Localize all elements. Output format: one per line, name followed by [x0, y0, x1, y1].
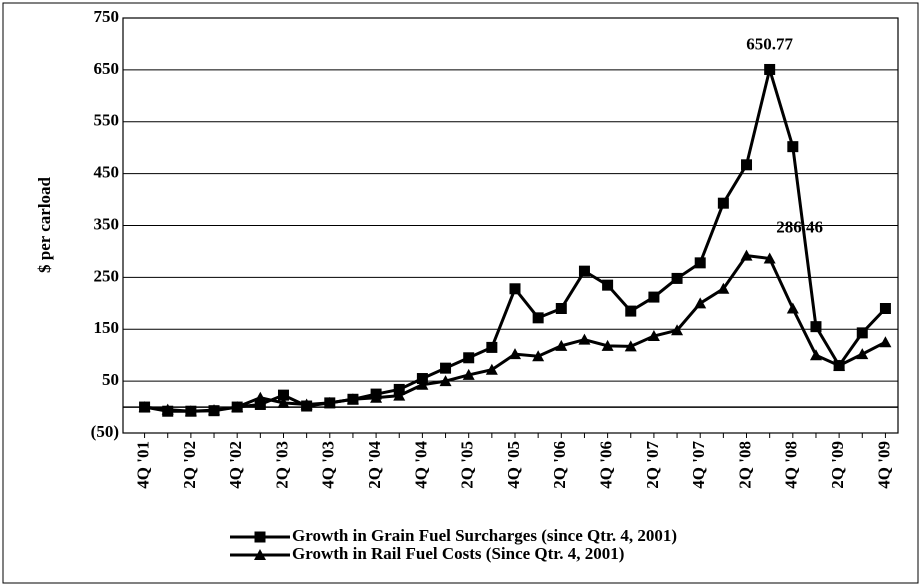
square-marker	[787, 141, 799, 153]
square-marker	[277, 389, 289, 401]
square-marker	[555, 303, 567, 314]
square-marker	[764, 63, 776, 75]
x-tick-label: 2Q '06	[550, 441, 569, 489]
square-marker	[810, 321, 822, 333]
square-marker	[509, 283, 521, 295]
square-marker	[393, 383, 405, 395]
x-tick-label: 4Q '09	[874, 441, 893, 489]
data-label: 286.46	[776, 217, 823, 236]
x-tick-label: 2Q '03	[272, 441, 291, 489]
triangle-marker	[161, 403, 174, 415]
triangle-marker	[138, 401, 151, 413]
triangle-marker	[208, 404, 221, 416]
triangle-marker	[647, 329, 660, 341]
triangle-marker	[833, 359, 846, 371]
triangle-marker	[254, 549, 266, 560]
square-marker	[694, 257, 706, 269]
square-marker	[416, 373, 428, 385]
triangle-marker	[532, 350, 545, 362]
series-line	[144, 63, 887, 413]
square-marker	[463, 352, 475, 364]
x-tick-label: 2Q '07	[643, 441, 662, 489]
triangle-marker	[231, 401, 244, 413]
x-tick-label: 4Q '01	[133, 441, 152, 489]
triangle-marker	[323, 396, 336, 408]
triangle-marker	[809, 349, 822, 361]
triangle-marker	[624, 340, 637, 352]
y-tick-label: (50)	[91, 422, 119, 441]
triangle-marker	[671, 324, 684, 336]
y-tick-label: 350	[94, 214, 120, 233]
square-marker	[254, 398, 266, 410]
triangle-marker	[393, 389, 406, 401]
square-marker	[602, 279, 614, 291]
y-tick-label: 150	[94, 318, 120, 337]
triangle-marker	[346, 393, 359, 405]
triangle-marker	[856, 348, 869, 360]
triangle-marker	[485, 363, 498, 375]
x-tick-label: 4Q '03	[319, 441, 338, 489]
y-tick-label: 250	[94, 266, 120, 285]
triangle-marker	[439, 375, 452, 387]
square-marker	[717, 197, 729, 209]
triangle-marker	[416, 378, 429, 390]
x-tick-label: 2Q '05	[458, 441, 477, 489]
triangle-marker	[763, 252, 776, 264]
triangle-marker	[254, 391, 267, 403]
y-tick-label: 650	[94, 59, 120, 78]
x-tick-label: 4Q '08	[782, 441, 801, 489]
square-marker	[648, 291, 660, 303]
x-tick-label: 4Q '06	[597, 441, 616, 489]
series-line	[144, 253, 887, 413]
x-tick-label: 2Q '04	[365, 441, 384, 489]
square-marker	[856, 327, 868, 339]
square-marker	[440, 362, 452, 374]
triangle-marker	[462, 368, 475, 380]
data-label: 650.77	[746, 34, 793, 53]
triangle-marker	[184, 405, 197, 417]
triangle-marker	[694, 297, 707, 309]
triangle-marker	[601, 339, 614, 351]
x-tick-label: 4Q '07	[689, 441, 708, 489]
triangle-marker	[555, 339, 568, 351]
square-marker	[671, 272, 683, 284]
y-tick-label: 450	[94, 163, 120, 182]
triangle-marker	[879, 336, 892, 348]
x-tick-label: 4Q '02	[226, 441, 245, 489]
triangle-marker	[509, 348, 521, 360]
legend-label: Growth in Rail Fuel Costs (Since Qtr. 4,…	[292, 544, 624, 563]
x-tick-label: 2Q '02	[180, 441, 199, 489]
x-tick-label: 2Q '09	[828, 441, 847, 489]
square-marker	[879, 303, 891, 314]
triangle-marker	[300, 398, 313, 410]
y-axis-label: $ per carload	[35, 176, 54, 273]
x-tick-label: 2Q '08	[735, 441, 754, 489]
triangle-marker	[786, 302, 799, 314]
square-marker	[625, 305, 637, 317]
triangle-marker	[277, 396, 290, 408]
square-marker	[741, 159, 753, 171]
square-marker	[578, 265, 590, 277]
triangle-marker	[717, 282, 730, 294]
triangle-marker	[370, 391, 383, 403]
x-tick-label: 4Q '05	[504, 441, 523, 489]
triangle-marker	[578, 333, 591, 345]
square-marker	[254, 531, 266, 543]
square-marker	[486, 341, 498, 353]
x-tick-label: 4Q '04	[411, 441, 430, 489]
y-tick-label: 550	[94, 111, 120, 130]
square-marker	[532, 312, 544, 324]
y-tick-label: 750	[94, 7, 120, 26]
y-tick-label: 50	[102, 370, 119, 389]
legend-label: Growth in Grain Fuel Surcharges (since Q…	[292, 526, 677, 545]
triangle-marker	[740, 249, 753, 261]
